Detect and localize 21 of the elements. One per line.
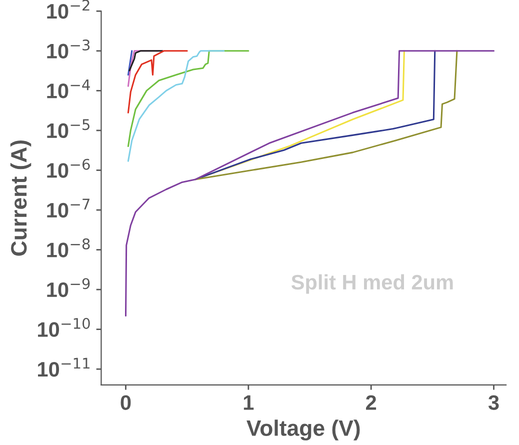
line-series bbox=[127, 50, 250, 148]
y-axis-title: Current (A) bbox=[10, 140, 32, 256]
y-tick-label: 10$^{−5}$ bbox=[47, 119, 90, 138]
line-series bbox=[127, 50, 225, 162]
y-tick-label: 10$^{−11}$ bbox=[38, 358, 90, 377]
y-tick-label: 10$^{−9}$ bbox=[47, 278, 90, 298]
line-series bbox=[127, 50, 188, 114]
y-tick-label: 10$^{−6}$ bbox=[47, 158, 90, 178]
y-tick-label: 10$^{−3}$ bbox=[47, 39, 90, 58]
y-tick-label: 10$^{−10}$ bbox=[38, 318, 90, 337]
y-tick-label: 10$^{−4}$ bbox=[47, 79, 90, 98]
line-series bbox=[124, 50, 495, 316]
x-tick-label: 1 bbox=[244, 395, 254, 410]
y-tick-label: 10$^{−8}$ bbox=[47, 238, 90, 258]
line-series bbox=[128, 50, 164, 72]
x-tick-label: 3 bbox=[488, 395, 499, 410]
y-tick-label: 10$^{−2}$ bbox=[47, 0, 90, 19]
y-tick-label: 10$^{−7}$ bbox=[47, 198, 90, 218]
x-tick-label: 0 bbox=[120, 395, 131, 410]
x-tick-label: 2 bbox=[366, 395, 376, 410]
x-axis-title: Voltage (V) bbox=[246, 420, 360, 440]
